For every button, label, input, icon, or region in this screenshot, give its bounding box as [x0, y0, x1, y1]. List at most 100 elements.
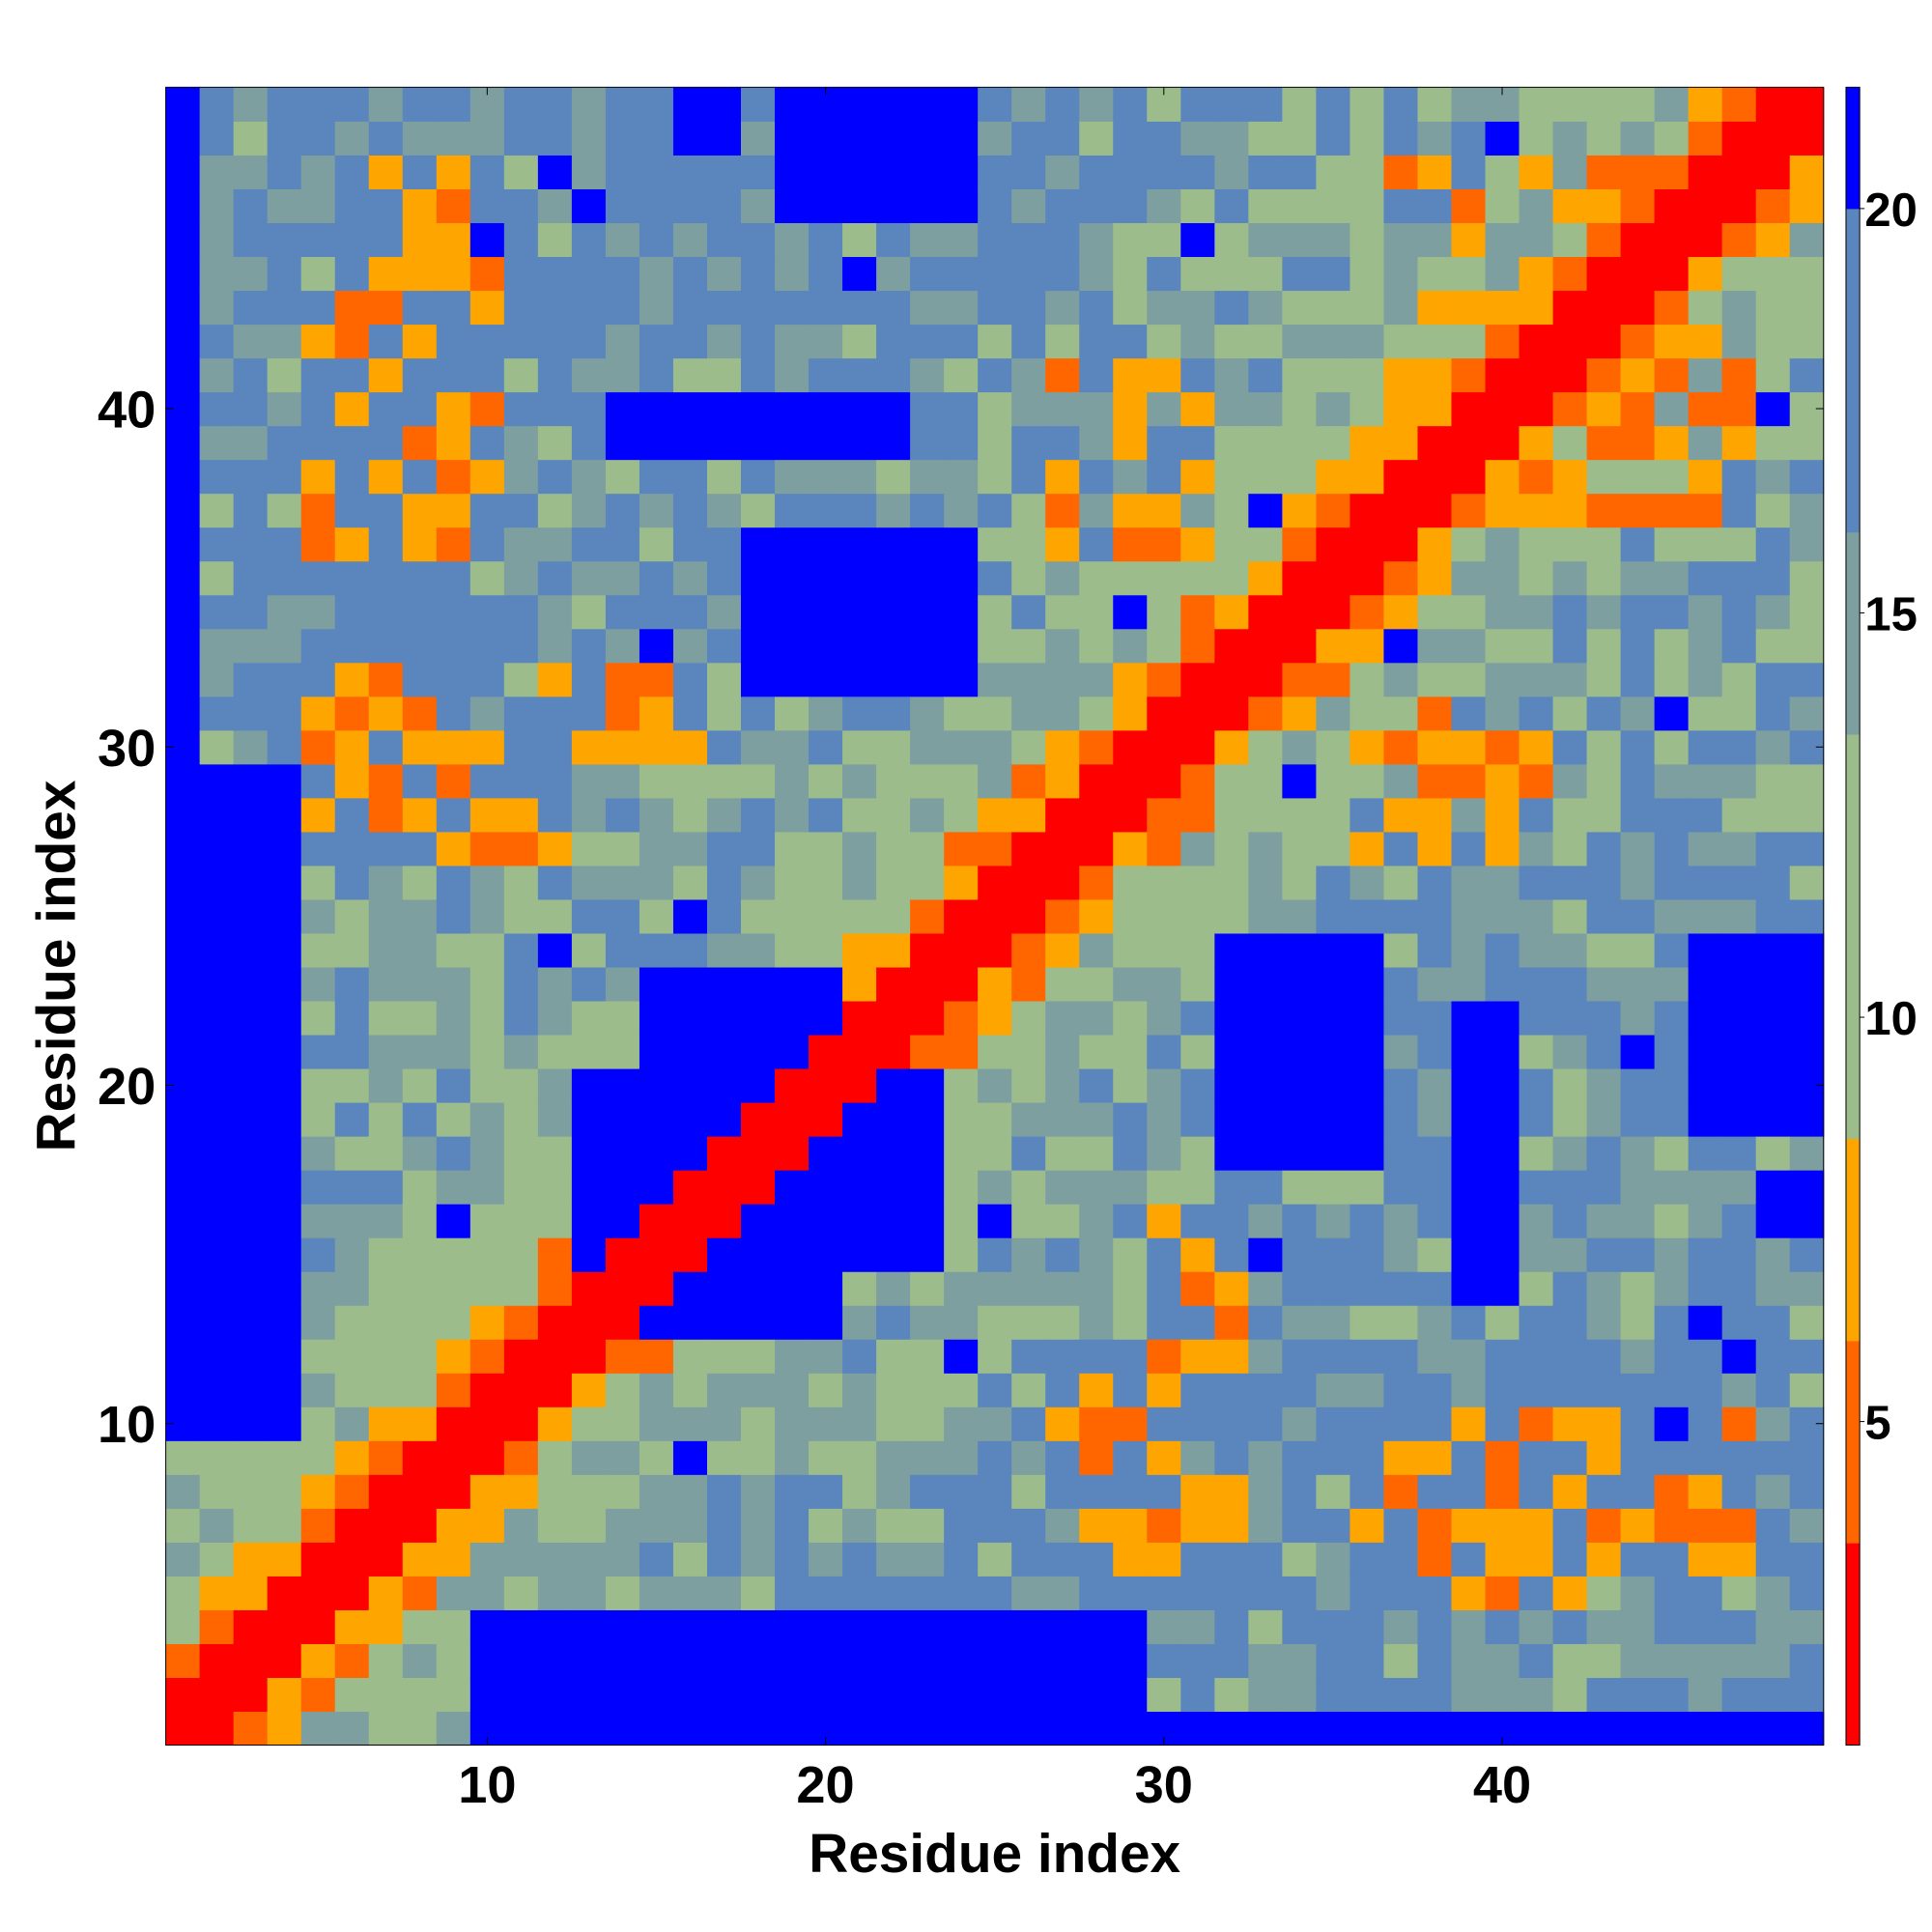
heatmap-cell [876, 1643, 911, 1678]
heatmap-cell [1789, 1237, 1825, 1272]
heatmap-cell [402, 1609, 438, 1644]
heatmap-cell [1383, 696, 1419, 731]
heatmap-cell [944, 1339, 979, 1374]
heatmap-cell [571, 256, 607, 292]
heatmap-cell [639, 425, 674, 461]
heatmap-cell [436, 222, 471, 258]
heatmap-cell [300, 1136, 336, 1171]
heatmap-cell [775, 493, 810, 528]
heatmap-cell [1688, 1339, 1723, 1374]
heatmap-cell [537, 594, 573, 630]
heatmap-cell [1214, 1508, 1249, 1543]
heatmap-cell [1485, 729, 1520, 765]
heatmap-cell [1552, 560, 1588, 596]
heatmap-cell [368, 696, 404, 731]
heatmap-cell [571, 188, 607, 224]
heatmap-cell [1620, 1643, 1656, 1678]
heatmap-cell [267, 1474, 302, 1509]
heatmap-cell [402, 87, 438, 122]
heatmap-cell [1350, 357, 1385, 393]
heatmap-cell [1552, 1440, 1588, 1475]
heatmap-cell [199, 1000, 235, 1036]
heatmap-cell [876, 1711, 911, 1747]
heatmap-cell [1688, 898, 1723, 934]
heatmap-cell [910, 357, 945, 393]
heatmap-cell [1079, 1609, 1114, 1644]
heatmap-cell [1248, 1711, 1283, 1747]
heatmap-cell [672, 1339, 708, 1374]
heatmap-cell [639, 290, 674, 326]
heatmap-cell [267, 1677, 302, 1713]
heatmap-cell [1350, 1643, 1385, 1678]
heatmap-cell [1214, 1102, 1249, 1137]
heatmap-cell [842, 1067, 877, 1103]
heatmap-cell [944, 662, 979, 697]
heatmap-cell [1755, 1643, 1791, 1678]
heatmap-cell [1417, 1474, 1453, 1509]
heatmap-cell [1180, 1508, 1215, 1543]
heatmap-cell [809, 594, 843, 630]
heatmap-cell [1654, 1170, 1690, 1205]
heatmap-cell [741, 763, 776, 799]
heatmap-cell [672, 1305, 708, 1340]
heatmap-cell [1755, 1576, 1791, 1610]
heatmap-cell [1721, 357, 1757, 393]
heatmap-cell [1688, 560, 1723, 596]
heatmap-cell [1147, 493, 1181, 528]
heatmap-cell [1113, 696, 1148, 731]
heatmap-cell [1011, 1271, 1046, 1306]
heatmap-cell [199, 155, 235, 189]
heatmap-cell [775, 391, 810, 427]
heatmap-cell [1045, 1711, 1080, 1747]
heatmap-cell [1519, 966, 1554, 1002]
heatmap-cell [1519, 1711, 1554, 1747]
heatmap-cell [233, 324, 269, 359]
heatmap-cell [1552, 1677, 1588, 1713]
heatmap-cell [639, 222, 674, 258]
heatmap-cell [1383, 87, 1419, 122]
heatmap-cell [605, 662, 640, 697]
heatmap-cell [876, 560, 911, 596]
heatmap-cell [334, 560, 370, 596]
heatmap-cell [1282, 1034, 1317, 1069]
heatmap-cell [469, 729, 505, 765]
heatmap-cell [1147, 425, 1181, 461]
heatmap-cell [842, 932, 877, 968]
heatmap-cell [1485, 459, 1520, 495]
heatmap-cell [1755, 155, 1791, 189]
heatmap-cell [605, 87, 640, 122]
heatmap-cell [503, 1373, 539, 1407]
heatmap-cell [1011, 1406, 1046, 1441]
heatmap-cell [842, 1034, 877, 1069]
heatmap-cell [469, 1609, 505, 1644]
heatmap-cell [402, 1576, 438, 1610]
heatmap-cell [910, 865, 945, 900]
heatmap-cell [1688, 1677, 1723, 1713]
heatmap-cell [1654, 729, 1690, 765]
heatmap-cell [1485, 324, 1520, 359]
heatmap-cell [1383, 1271, 1419, 1306]
heatmap-cell [1451, 493, 1487, 528]
heatmap-cell [436, 865, 471, 900]
heatmap-cell [1383, 493, 1419, 528]
heatmap-cell [876, 256, 911, 292]
heatmap-cell [165, 966, 201, 1002]
heatmap-cell [1011, 1305, 1046, 1340]
heatmap-cell [978, 1102, 1012, 1137]
heatmap-cell [1383, 1136, 1419, 1171]
heatmap-cell [1079, 1440, 1114, 1475]
heatmap-cell [233, 1136, 269, 1171]
heatmap-cell [1316, 1542, 1351, 1577]
heatmap-cell [469, 1034, 505, 1069]
heatmap-cell [1417, 1067, 1453, 1103]
heatmap-cell [1688, 256, 1723, 292]
heatmap-cell [1045, 1034, 1080, 1069]
heatmap-cell [978, 932, 1012, 968]
heatmap-cell [571, 1508, 607, 1543]
heatmap-cell [1383, 222, 1419, 258]
heatmap-cell [1417, 1339, 1453, 1374]
heatmap-cell [469, 1204, 505, 1238]
heatmap-cell [775, 1542, 810, 1577]
heatmap-cell [1180, 1102, 1215, 1137]
heatmap-cell [537, 324, 573, 359]
